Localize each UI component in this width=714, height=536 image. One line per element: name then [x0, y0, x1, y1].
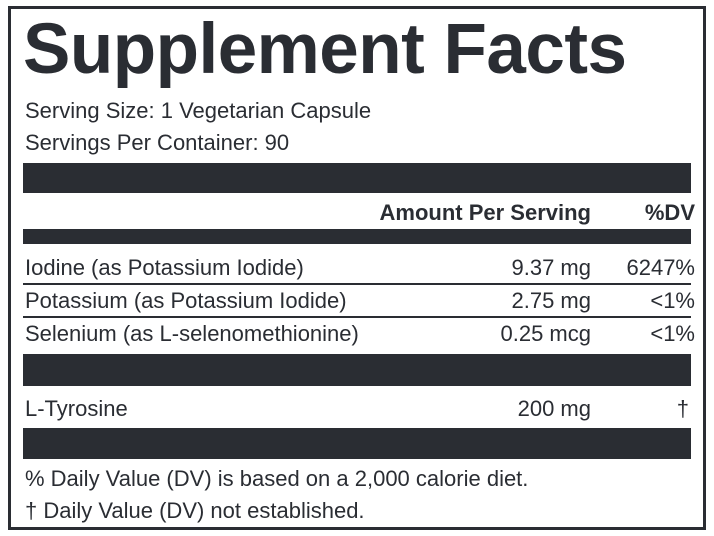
ingredient-amount: 200 mg: [517, 396, 591, 421]
footnote: † Daily Value (DV) not established.: [25, 498, 365, 523]
nutrient-name: Selenium (as L-selenomethionine): [25, 321, 359, 346]
amount-header: Amount Per Serving: [379, 200, 591, 225]
nutrient-amount: 0.25 mcg: [500, 321, 592, 346]
dv-header: %DV: [644, 200, 695, 225]
divider-bar: [23, 229, 691, 244]
divider-bar: [23, 354, 691, 386]
ingredient-dv: †: [676, 396, 689, 421]
serving-size: Serving Size: 1 Vegetarian Capsule: [25, 98, 372, 123]
nutrient-amount: 9.37 mg: [511, 255, 592, 280]
row-divider: [23, 316, 691, 318]
row-divider: [23, 283, 691, 285]
title: Supplement Facts: [23, 10, 627, 89]
divider-bar: [23, 163, 691, 193]
nutrient-dv: <1%: [650, 321, 695, 346]
footnote: % Daily Value (DV) is based on a 2,000 c…: [25, 466, 529, 491]
ingredient-name: L-Tyrosine: [25, 396, 128, 421]
divider-bar: [23, 428, 691, 459]
servings-per-container: Servings Per Container: 90: [25, 130, 290, 155]
nutrient-dv: 6247%: [626, 255, 695, 280]
supplement-facts-panel: Supplement Facts Serving Size: 1 Vegetar…: [8, 6, 706, 530]
nutrient-dv: <1%: [650, 288, 695, 313]
nutrient-name: Potassium (as Potassium Iodide): [25, 288, 347, 313]
nutrient-amount: 2.75 mg: [511, 288, 592, 313]
nutrient-name: Iodine (as Potassium Iodide): [25, 255, 304, 280]
